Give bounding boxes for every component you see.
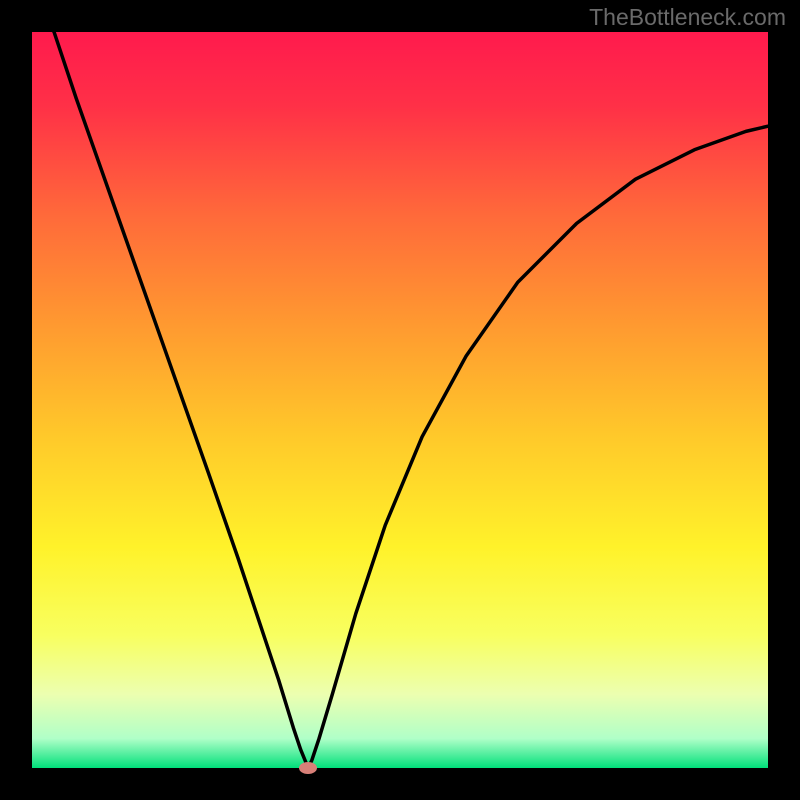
plot-area	[32, 32, 768, 768]
watermark-text: TheBottleneck.com	[589, 4, 786, 31]
chart-container: TheBottleneck.com	[0, 0, 800, 800]
optimal-marker	[299, 762, 317, 774]
